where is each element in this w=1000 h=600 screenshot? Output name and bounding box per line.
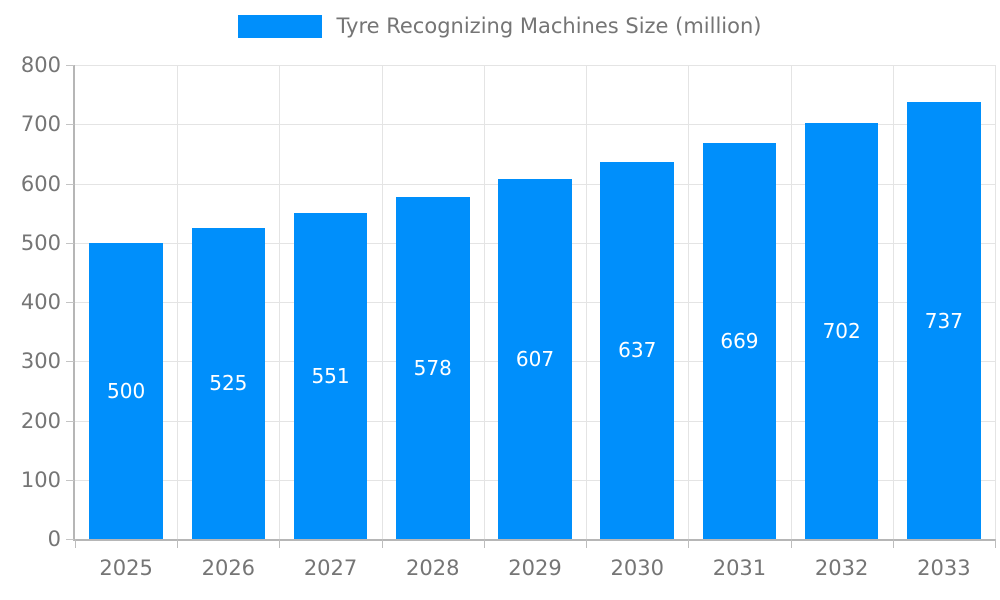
x-axis-tick	[381, 539, 383, 548]
bar: 737	[907, 102, 981, 539]
x-axis-label: 2029	[508, 556, 562, 580]
legend-label: Tyre Recognizing Machines Size (million)	[336, 14, 762, 38]
y-axis-tick	[66, 242, 74, 244]
y-axis-label: 100	[20, 467, 61, 492]
bar-value-label: 525	[209, 371, 248, 396]
bar: 551	[293, 212, 368, 539]
x-gridline	[586, 65, 588, 539]
bar-value-label: 669	[720, 328, 759, 353]
y-axis-tick	[66, 420, 74, 422]
x-axis-label: 2032	[814, 556, 869, 580]
x-axis-tick	[75, 539, 76, 548]
y-axis-label: 400	[20, 290, 61, 314]
bar-value-label: 637	[618, 338, 657, 363]
x-axis-tick	[688, 539, 690, 548]
x-axis-label: 2028	[406, 556, 460, 580]
bar: 578	[395, 196, 470, 539]
y-gridline	[75, 65, 995, 66]
bar: 607	[498, 179, 572, 539]
x-axis-tick	[279, 539, 281, 548]
x-axis-label: 2030	[610, 556, 664, 580]
x-gridline	[381, 65, 383, 539]
legend-swatch	[238, 14, 323, 38]
bar: 702	[804, 123, 879, 539]
y-axis-tick	[66, 302, 74, 303]
bar-value-label: 551	[311, 363, 350, 388]
x-axis-tick	[586, 539, 588, 548]
x-axis-label: 2031	[712, 556, 767, 580]
x-gridline	[995, 65, 996, 539]
bar: 669	[702, 142, 777, 539]
x-axis-label: 2033	[917, 556, 971, 580]
y-axis-label: 800	[20, 53, 61, 77]
x-axis-tick	[790, 539, 792, 548]
x-gridline	[177, 65, 179, 539]
x-gridline	[279, 65, 281, 539]
bar-value-label: 500	[107, 378, 146, 403]
bar: 525	[191, 227, 266, 539]
bar: 637	[600, 161, 675, 539]
bar-value-label: 607	[515, 347, 555, 372]
y-axis-label: 600	[20, 171, 61, 196]
x-gridline	[790, 65, 792, 539]
bar-value-label: 578	[413, 355, 452, 380]
x-axis-label: 2025	[99, 556, 153, 580]
y-axis-tick	[66, 539, 74, 540]
x-axis-tick	[995, 539, 996, 548]
x-gridline	[892, 65, 894, 539]
y-axis-tick	[66, 479, 74, 481]
y-axis-label: 0	[47, 527, 61, 551]
y-axis-tick	[66, 183, 74, 185]
bar: 500	[89, 242, 163, 539]
bar-value-label: 737	[924, 308, 963, 333]
y-axis-label: 700	[20, 112, 61, 137]
x-gridline	[483, 65, 485, 539]
y-axis-tick	[66, 361, 74, 363]
x-axis-tick	[177, 539, 179, 548]
y-gridline	[75, 124, 995, 126]
y-axis-label: 500	[20, 230, 61, 255]
y-axis-tick	[66, 65, 74, 66]
plot-area: 0 100 200 300 400 500 600 700 800 500 2025 525 2026 5…	[21, 53, 996, 580]
y-axis-label: 300	[20, 349, 61, 374]
legend[interactable]: Tyre Recognizing Machines Size (million)	[0, 14, 1000, 38]
x-axis-label: 2027	[303, 556, 358, 580]
x-axis-tick	[892, 539, 894, 548]
x-gridline	[688, 65, 690, 539]
x-axis-tick	[483, 539, 485, 548]
y-axis-label: 200	[20, 408, 61, 433]
y-axis-tick	[66, 124, 74, 126]
bar-value-label: 702	[822, 319, 861, 344]
x-axis-label: 2026	[201, 556, 256, 580]
